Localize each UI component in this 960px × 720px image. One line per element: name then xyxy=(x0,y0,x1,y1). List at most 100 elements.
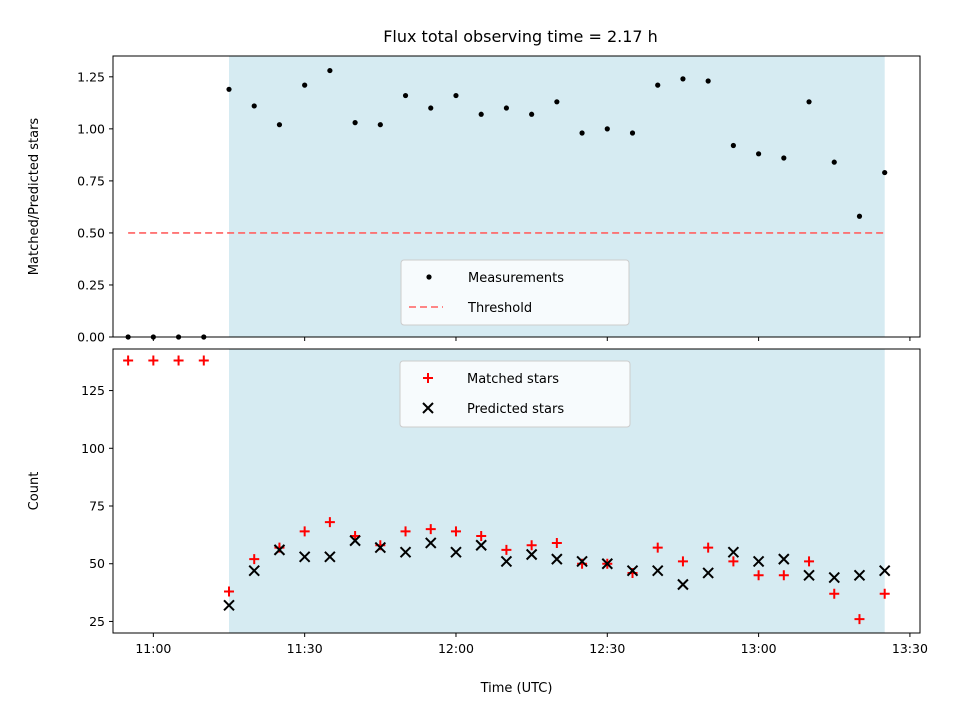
data-point xyxy=(500,555,513,568)
series-predicted-stars xyxy=(223,534,891,612)
legend-marker xyxy=(426,274,432,280)
legend: Matched stars Predicted stars xyxy=(399,360,631,428)
data-point xyxy=(778,570,789,581)
data-point xyxy=(324,517,335,528)
y-axis-label: Count xyxy=(27,472,42,511)
x-tick-label: 13:00 xyxy=(741,641,777,656)
data-point xyxy=(601,558,613,570)
data-point xyxy=(576,555,588,568)
data-point xyxy=(425,524,436,535)
y-tick-label: 1.25 xyxy=(77,69,105,84)
panel-ratio: 0.00 0.25 0.50 0.75 1.00 1.25 Flux total obser… xyxy=(27,27,921,345)
data-point xyxy=(856,213,863,219)
data-point xyxy=(551,537,562,548)
data-point xyxy=(829,588,840,599)
data-point xyxy=(501,544,512,555)
data-point xyxy=(728,556,739,567)
data-point xyxy=(677,578,689,591)
data-point xyxy=(377,122,383,128)
data-point xyxy=(349,534,361,547)
data-point xyxy=(803,569,815,581)
data-point xyxy=(478,111,484,117)
data-point xyxy=(123,355,134,366)
data-point xyxy=(629,130,636,136)
x-axis-label: Time (UTC) xyxy=(480,681,553,696)
data-point xyxy=(327,67,333,74)
y-tick-label: 0.50 xyxy=(77,225,105,240)
x-tick-label: 12:30 xyxy=(589,641,625,656)
data-point xyxy=(882,169,888,176)
data-point xyxy=(677,556,688,567)
data-point xyxy=(781,155,787,161)
y-tick-label: 0.75 xyxy=(77,173,105,188)
data-point xyxy=(273,544,286,556)
legend-label: Measurements xyxy=(468,271,564,286)
data-point xyxy=(248,564,260,577)
legend-label: Predicted stars xyxy=(467,402,564,417)
data-point xyxy=(655,82,661,88)
data-point xyxy=(399,546,412,558)
data-point xyxy=(727,546,740,558)
data-point xyxy=(223,599,235,612)
y-tick-label: 1.00 xyxy=(77,121,105,136)
legend-box xyxy=(400,259,630,326)
legend-label: Matched stars xyxy=(467,372,559,387)
x-tick-label: 12:00 xyxy=(438,641,474,656)
data-point xyxy=(526,540,537,551)
data-point xyxy=(302,82,308,88)
y-tick-label: 50 xyxy=(89,556,105,571)
legend-label: Threshold xyxy=(467,301,532,316)
data-point xyxy=(475,539,487,551)
data-point xyxy=(453,92,459,99)
data-point xyxy=(879,588,890,599)
plot-frame xyxy=(112,55,921,338)
data-point xyxy=(554,99,560,105)
legend: Measurements Threshold xyxy=(400,259,630,326)
series-measurements xyxy=(125,67,888,340)
data-point xyxy=(324,551,336,563)
data-point xyxy=(705,78,711,84)
data-point xyxy=(778,553,790,565)
data-point xyxy=(703,542,714,553)
data-point xyxy=(529,111,535,117)
data-point xyxy=(249,554,260,565)
data-point xyxy=(730,142,736,149)
data-point xyxy=(878,564,891,577)
y-tick-label: 0.00 xyxy=(77,330,105,345)
data-point xyxy=(352,120,358,126)
data-point xyxy=(476,531,487,542)
legend-box xyxy=(399,360,631,428)
data-point xyxy=(579,130,585,136)
data-point xyxy=(831,159,837,165)
data-point xyxy=(425,537,437,549)
legend-marker xyxy=(422,402,434,414)
y-tick-label: 100 xyxy=(81,441,105,456)
chart-title: Flux total observing time = 2.17 h xyxy=(383,27,658,46)
data-point xyxy=(148,355,159,366)
data-point xyxy=(626,564,639,577)
data-point xyxy=(804,556,815,567)
data-point xyxy=(503,105,510,111)
data-point xyxy=(806,99,812,105)
data-point xyxy=(756,151,762,157)
data-point xyxy=(525,548,538,561)
x-tick-label: 11:30 xyxy=(287,641,323,656)
y-axis-label: Matched/Predicted stars xyxy=(27,118,42,276)
data-point xyxy=(652,564,664,577)
data-point xyxy=(854,614,865,625)
data-point xyxy=(752,555,765,568)
x-tick-label: 11:00 xyxy=(135,641,171,656)
data-point xyxy=(828,571,840,584)
data-point xyxy=(702,567,714,579)
data-point xyxy=(652,542,663,553)
panel-count: 25 50 75 100 125 11:00 11:30 12:00 12:30 13:00 13:… xyxy=(27,348,928,696)
data-point xyxy=(450,546,462,558)
data-point xyxy=(753,570,764,581)
y-tick-label: 25 xyxy=(89,614,105,629)
data-point xyxy=(374,541,387,554)
data-point xyxy=(224,586,235,597)
data-point xyxy=(299,526,310,537)
data-point xyxy=(276,122,283,128)
data-point xyxy=(173,355,184,366)
